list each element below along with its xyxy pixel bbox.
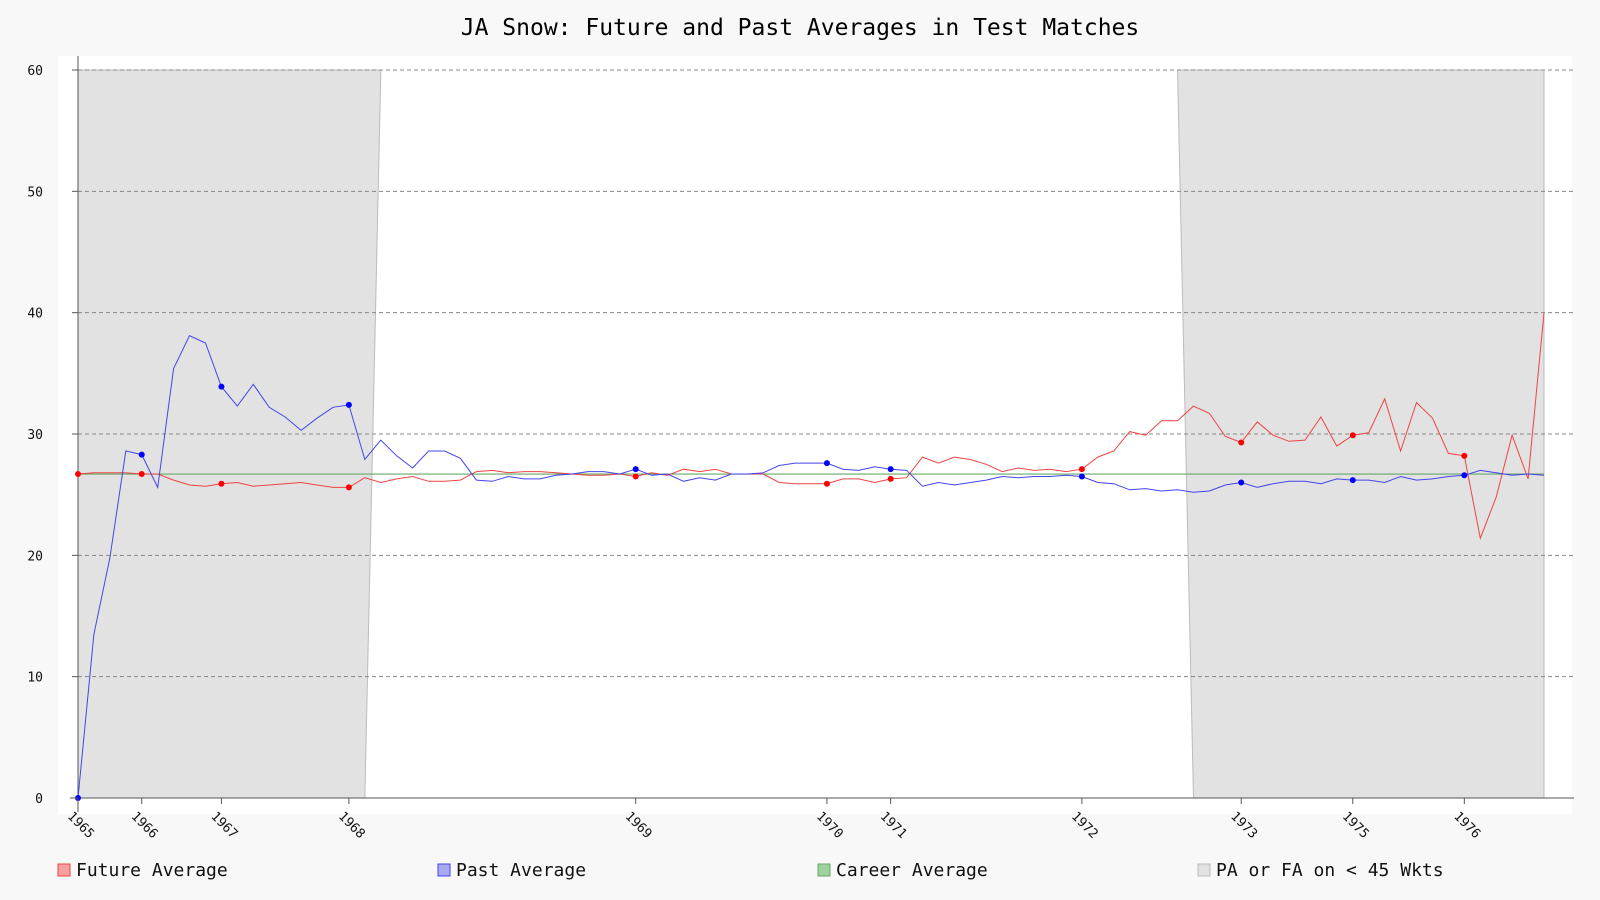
future-average-marker — [1461, 452, 1468, 459]
past-average-marker — [1078, 473, 1085, 480]
legend-swatch — [437, 863, 451, 877]
past-average-marker — [345, 401, 352, 408]
y-tick-label: 40 — [27, 307, 43, 322]
y-tick-label: 50 — [27, 185, 43, 200]
past-average-marker — [1238, 479, 1245, 486]
legend-swatch — [817, 863, 831, 877]
future-average-marker — [75, 471, 81, 478]
legend-swatch — [1197, 863, 1211, 877]
legend-label: Past Average — [456, 860, 586, 881]
legend-label: Career Average — [836, 860, 988, 881]
series-line-past-average — [77, 335, 1545, 799]
legend-swatch — [57, 863, 71, 877]
future-average-marker — [632, 473, 639, 480]
future-average-marker — [887, 475, 894, 482]
y-tick-label: 20 — [27, 549, 43, 564]
future-average-marker — [345, 484, 352, 491]
future-average-marker — [218, 480, 225, 487]
y-tick-label: 0 — [35, 792, 43, 807]
past-average-marker — [1349, 477, 1356, 484]
future-average-marker — [1349, 432, 1356, 439]
future-average-marker — [138, 471, 145, 478]
legend-label: PA or FA on < 45 Wkts — [1216, 860, 1444, 881]
past-average-marker — [823, 460, 830, 467]
past-average-marker — [218, 383, 225, 390]
legend-label: Future Average — [76, 860, 228, 881]
past-average-marker — [138, 451, 145, 458]
chart-title: JA Snow: Future and Past Averages in Tes… — [461, 15, 1140, 41]
future-average-marker — [823, 480, 830, 487]
y-tick-label: 10 — [27, 671, 43, 686]
future-average-marker — [1238, 439, 1245, 446]
future-average-marker — [1078, 466, 1085, 473]
past-average-marker — [887, 466, 894, 473]
y-tick-label: 60 — [27, 64, 43, 79]
past-average-marker — [1461, 472, 1468, 479]
series-line-future-average — [77, 312, 1545, 541]
y-tick-label: 30 — [27, 428, 43, 443]
past-average-marker — [632, 466, 639, 473]
